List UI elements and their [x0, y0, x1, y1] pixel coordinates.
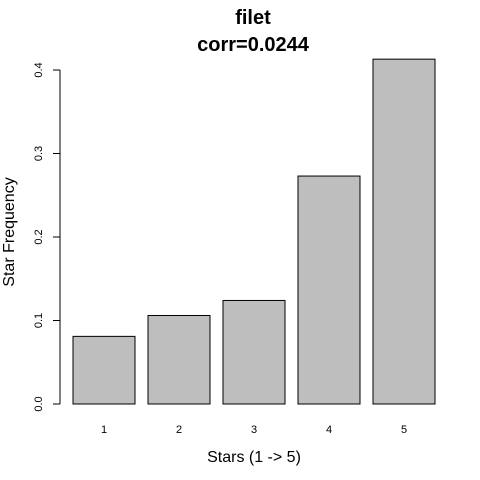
chart-title: filet [235, 7, 271, 29]
x-tick-label: 1 [101, 424, 107, 436]
y-axis-label: Star Frequency [1, 177, 18, 286]
bars-group [72, 58, 436, 405]
y-axis-ticks: 0.0 0.1 0.2 0.3 0.4 [33, 62, 60, 412]
x-tick-label: 5 [401, 424, 407, 436]
y-tick-label: 0.0 [33, 396, 45, 411]
y-tick-label: 0.4 [33, 62, 45, 77]
x-tick-label: 2 [176, 424, 182, 436]
x-tick-label: 4 [326, 424, 332, 436]
x-tick-labels: 1 2 3 4 5 [101, 424, 407, 436]
bar-5 [372, 58, 436, 405]
bar-1 [72, 335, 136, 405]
y-tick-label: 0.3 [33, 146, 45, 161]
bar-3 [222, 299, 286, 405]
y-tick-label: 0.2 [33, 229, 45, 244]
y-tick-label: 0.1 [33, 313, 45, 328]
x-axis-label: Stars (1 -> 5) [207, 449, 301, 466]
bar-4 [297, 175, 361, 405]
x-tick-label: 3 [251, 424, 257, 436]
bar-2 [147, 314, 211, 405]
chart-subtitle: corr=0.0244 [197, 34, 310, 56]
